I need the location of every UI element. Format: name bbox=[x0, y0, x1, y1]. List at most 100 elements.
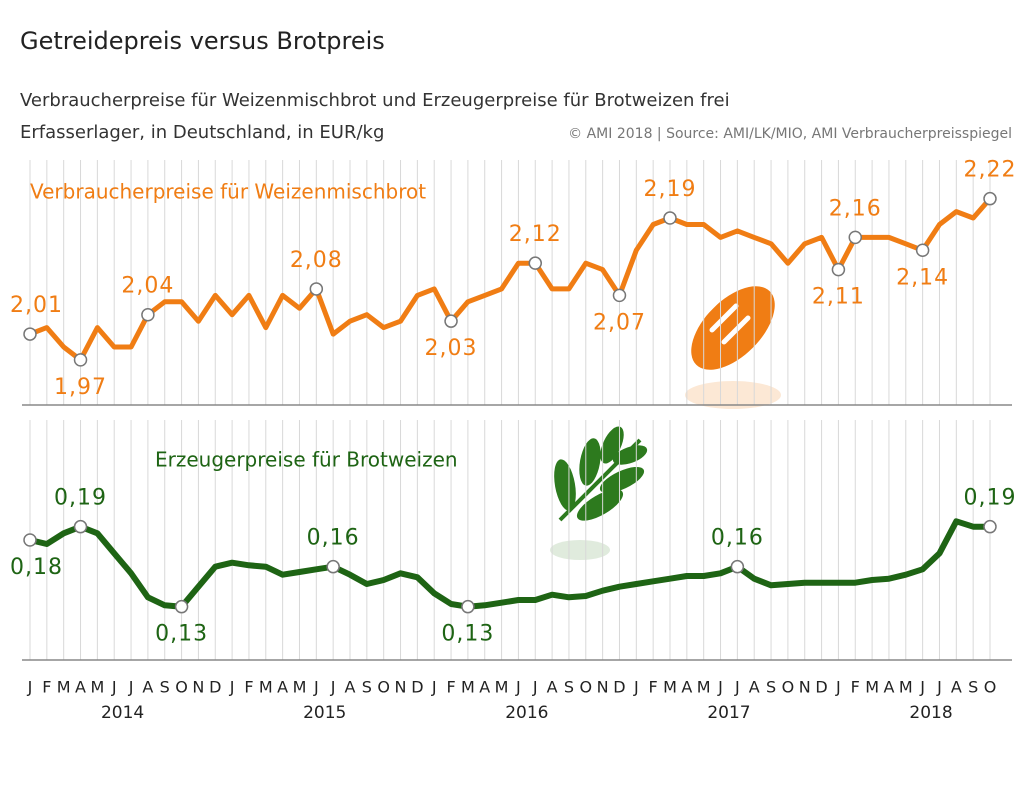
data-point bbox=[141, 307, 155, 322]
x-tick-label: F bbox=[446, 678, 455, 697]
x-tick-label: S bbox=[968, 678, 978, 697]
x-tick-label: D bbox=[209, 678, 221, 697]
data-label: 2,19 bbox=[644, 177, 697, 202]
year-label: 2016 bbox=[505, 703, 548, 723]
x-tick-label: J bbox=[717, 678, 723, 697]
data-point bbox=[983, 191, 997, 206]
x-tick-label: A bbox=[277, 678, 288, 697]
data-point bbox=[23, 533, 37, 547]
x-tick-label: A bbox=[951, 678, 962, 697]
x-tick-label: N bbox=[597, 678, 609, 697]
data-point bbox=[663, 211, 677, 225]
line bbox=[29, 197, 992, 363]
data-point bbox=[528, 256, 543, 270]
data-label: 2,11 bbox=[812, 285, 865, 310]
data-label: 1,97 bbox=[54, 375, 107, 400]
subtitle: Erfasserlager, in Deutschland, in EUR/kg bbox=[20, 122, 384, 143]
x-tick-label: S bbox=[362, 678, 372, 697]
data-label: 2,22 bbox=[964, 158, 1017, 183]
x-tick-label: F bbox=[851, 678, 860, 697]
x-tick-label: D bbox=[613, 678, 625, 697]
x-tick-label: J bbox=[835, 678, 841, 697]
x-tick-label: O bbox=[175, 678, 188, 697]
bread-icon bbox=[685, 286, 781, 409]
wheat-icon bbox=[550, 426, 648, 560]
data-label: 0,16 bbox=[711, 526, 764, 551]
data-label: 2,03 bbox=[425, 336, 478, 361]
source: © AMI 2018 | Source: AMI/LK/MIO, AMI Ver… bbox=[568, 126, 1012, 142]
x-tick-label: J bbox=[229, 678, 235, 697]
data-point bbox=[983, 519, 997, 534]
data-label: 0,13 bbox=[155, 622, 208, 647]
x-tick-label: D bbox=[815, 678, 827, 697]
x-tick-label: N bbox=[395, 678, 407, 697]
x-tick-label: F bbox=[244, 678, 253, 697]
x-tick-label: A bbox=[883, 678, 894, 697]
x-tick-label: A bbox=[345, 678, 356, 697]
data-label: 0,19 bbox=[54, 486, 107, 511]
data-point bbox=[612, 288, 627, 303]
x-tick-label: M bbox=[663, 678, 677, 697]
data-point bbox=[915, 243, 930, 258]
x-tick-label: A bbox=[479, 678, 490, 697]
data-point bbox=[730, 559, 745, 574]
year-label: 2014 bbox=[101, 703, 144, 723]
x-tick-label: M bbox=[697, 678, 711, 697]
data-label: 2,14 bbox=[896, 265, 949, 290]
data-label: 0,16 bbox=[307, 526, 360, 551]
x-tick-label: A bbox=[547, 678, 558, 697]
x-tick-label: M bbox=[57, 678, 71, 697]
x-tick-label: M bbox=[293, 678, 307, 697]
x-tick-label: D bbox=[411, 678, 423, 697]
data-point bbox=[73, 519, 88, 534]
data-point bbox=[23, 327, 37, 341]
x-tick-label: N bbox=[192, 678, 204, 697]
x-tick-label: M bbox=[495, 678, 509, 697]
x-tick-label: J bbox=[313, 678, 319, 697]
x-tick-label: J bbox=[111, 678, 117, 697]
data-label: 2,01 bbox=[10, 293, 63, 318]
data-label: 2,16 bbox=[829, 196, 882, 221]
data-point bbox=[831, 262, 846, 277]
data-label: 2,04 bbox=[121, 274, 174, 299]
line bbox=[29, 518, 990, 610]
x-tick-label: O bbox=[579, 678, 592, 697]
year-label: 2015 bbox=[303, 703, 346, 723]
x-tick-label: J bbox=[330, 678, 336, 697]
series-name: Erzeugerpreise für Brotweizen bbox=[155, 448, 458, 472]
x-tick-label: S bbox=[766, 678, 776, 697]
x-tick-label: J bbox=[734, 678, 740, 697]
data-point bbox=[444, 314, 458, 328]
chart-title: Getreidepreis versus Brotpreis bbox=[20, 27, 385, 55]
year-label: 2017 bbox=[707, 703, 750, 723]
x-tick-label: M bbox=[259, 678, 273, 697]
x-tick-label: J bbox=[532, 678, 538, 697]
x-tick-label: M bbox=[865, 678, 879, 697]
x-tick-label: A bbox=[681, 678, 692, 697]
x-tick-label: O bbox=[984, 678, 997, 697]
x-tick-label: S bbox=[160, 678, 170, 697]
x-tick-label: O bbox=[377, 678, 390, 697]
x-tick-label: S bbox=[564, 678, 574, 697]
data-label: 0,13 bbox=[441, 622, 494, 647]
x-tick-label: F bbox=[649, 678, 658, 697]
series-name: Verbraucherpreise für Weizenmischbrot bbox=[30, 180, 426, 204]
x-tick-label: M bbox=[461, 678, 475, 697]
data-point bbox=[174, 599, 189, 614]
x-tick-label: M bbox=[899, 678, 913, 697]
subtitle: Verbraucherpreise für Weizenmischbrot un… bbox=[20, 90, 730, 111]
data-point bbox=[848, 230, 863, 245]
x-tick-label: J bbox=[128, 678, 134, 697]
x-tick-label: J bbox=[515, 678, 521, 697]
x-tick-label: J bbox=[919, 678, 925, 697]
data-point bbox=[461, 599, 475, 614]
data-label: 2,07 bbox=[593, 310, 646, 335]
year-label: 2018 bbox=[909, 703, 952, 723]
x-tick-label: J bbox=[936, 678, 942, 697]
data-point bbox=[309, 282, 324, 296]
x-tick-label: J bbox=[431, 678, 437, 697]
x-tick-label: M bbox=[90, 678, 104, 697]
data-label: 0,18 bbox=[10, 555, 63, 580]
x-tick-label: O bbox=[782, 678, 795, 697]
x-tick-label: J bbox=[633, 678, 639, 697]
